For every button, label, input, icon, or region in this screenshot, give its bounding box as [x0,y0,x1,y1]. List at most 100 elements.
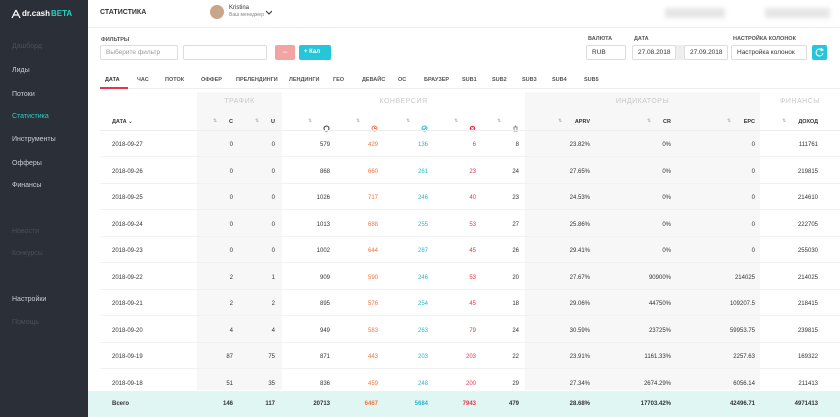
column-icon[interactable] [371,119,378,137]
column-header[interactable]: CR [663,119,671,125]
tab[interactable]: ГЕО [333,77,345,83]
tab[interactable]: БРАУЗЕР [424,77,450,83]
group-header: ТРАФИК [224,98,255,105]
tab[interactable]: SUB4 [552,77,567,83]
date-separator [676,45,684,60]
icon [323,125,330,132]
row-divider [100,182,840,184]
table-cell: 23.91% [569,354,590,360]
column-header[interactable]: ДОХОД [798,119,818,125]
table-cell: 59953.75 [729,327,755,334]
add-button[interactable]: + Кал [299,45,331,60]
logo: dr.cash [22,9,51,18]
table-cell: 2257.63 [733,354,755,360]
active-tab-underline [100,87,128,89]
table-cell: 45 [469,248,476,254]
table-cell: 27.65% [569,168,590,175]
filter-input[interactable] [183,45,267,60]
table-cell: 1026 [316,195,330,201]
table-cell: 1 [271,274,275,281]
sort-icon: ⇅ [255,118,260,124]
table-cell: 40 [469,195,476,201]
table-cell: 255 [417,221,428,228]
icon [371,125,378,132]
currency-label: ВАЛЮТА [588,36,613,42]
table-cell: 0 [229,221,233,228]
menu-item[interactable]: Помощь [12,319,40,326]
total-cell: 7943 [462,401,476,407]
sort-icon: ⇅ [727,118,732,124]
tab[interactable]: ЛЕНДИНГИ [289,77,320,83]
table-cell: 27.67% [569,274,590,281]
tab[interactable]: SUB3 [522,77,537,83]
table-cell: 248 [417,380,428,387]
tab[interactable]: SUB5 [584,77,599,83]
table-cell: 717 [367,195,378,201]
avatar[interactable] [210,5,224,19]
refresh-button[interactable] [812,45,827,60]
column-icon[interactable] [469,119,476,137]
column-header[interactable]: ДАТА [112,119,127,125]
menu-item[interactable]: Дашборд [12,43,42,50]
table-cell: 579 [319,142,330,148]
page-title: СТАТИСТИКА [100,9,147,16]
menu-item[interactable]: Статистика [12,113,49,120]
tab[interactable]: ОС [398,77,407,83]
table-cell: 26 [512,248,519,254]
table-cell: 90900% [648,274,671,281]
tab[interactable]: ДЕВАЙС [362,77,386,83]
tab[interactable]: ОФФЕР [201,77,222,83]
column-header[interactable]: APRV [574,119,590,125]
menu-item[interactable]: Потоки [12,91,35,98]
table-cell: 29 [512,380,519,387]
table-cell: 2 [229,301,233,307]
column-icon[interactable] [421,119,428,137]
remove-button[interactable]: − [275,45,295,60]
user-name[interactable]: Kristina [229,5,250,11]
currency-select[interactable]: RUB [586,45,626,60]
beta-badge: BETA [51,9,73,18]
menu-item[interactable]: Настройки [12,296,47,303]
tab[interactable]: SUB2 [492,77,507,83]
table-cell: 214025 [797,274,818,281]
tab[interactable]: ПРЕЛЕНДИНГИ [236,77,278,83]
table-cell: 2018-09-23 [112,248,143,254]
table-cell: 2018-09-20 [112,327,143,334]
chevron[interactable] [266,10,272,15]
menu-item[interactable]: Лиды [12,67,30,74]
group-header: ИНДИКАТОРЫ [615,98,670,105]
tab[interactable]: ЧАС [137,77,149,83]
date-from[interactable]: 27.08.2018 [632,45,676,60]
add-label: Кал [309,49,321,55]
tab[interactable]: SUB1 [462,77,477,83]
tab[interactable]: ПОТОК [165,77,185,83]
column-icon[interactable] [512,119,519,137]
date-to[interactable]: 27.09.2018 [684,45,728,60]
sort-arrow: ⌄ [128,119,134,125]
columns-select[interactable]: Настройка колонок [731,45,807,60]
table-cell: 0 [229,195,233,201]
menu-item[interactable]: Конкурсы [12,250,43,257]
table-cell: 53 [469,274,476,281]
row-divider [100,368,840,369]
table-cell: 24.53% [569,195,590,201]
column-header[interactable]: С [229,119,233,125]
column-header[interactable]: U [271,119,275,125]
group-shade [197,92,282,390]
table-cell: 2018-09-21 [112,301,143,307]
menu-item[interactable]: Новости [12,228,40,235]
menu-item[interactable]: Инструменты [12,136,56,143]
table-cell: 222705 [797,221,818,228]
filter-select[interactable]: Выберите фильтр [100,45,178,60]
table-cell: 23 [512,195,519,201]
column-header[interactable]: EPC [743,119,755,125]
menu-item[interactable]: Финансы [12,182,42,189]
column-icon[interactable] [323,119,330,137]
table-cell: 1002 [316,248,330,254]
table-cell: 287 [417,248,428,254]
blurred-balance [665,8,725,18]
menu-item[interactable]: Офферы [12,160,42,167]
tab[interactable]: ДАТА [105,77,120,83]
sidebar: dr.cash BETA Дашборд Лиды Потоки Статистика… [0,0,88,417]
table-cell: 0 [751,248,755,254]
